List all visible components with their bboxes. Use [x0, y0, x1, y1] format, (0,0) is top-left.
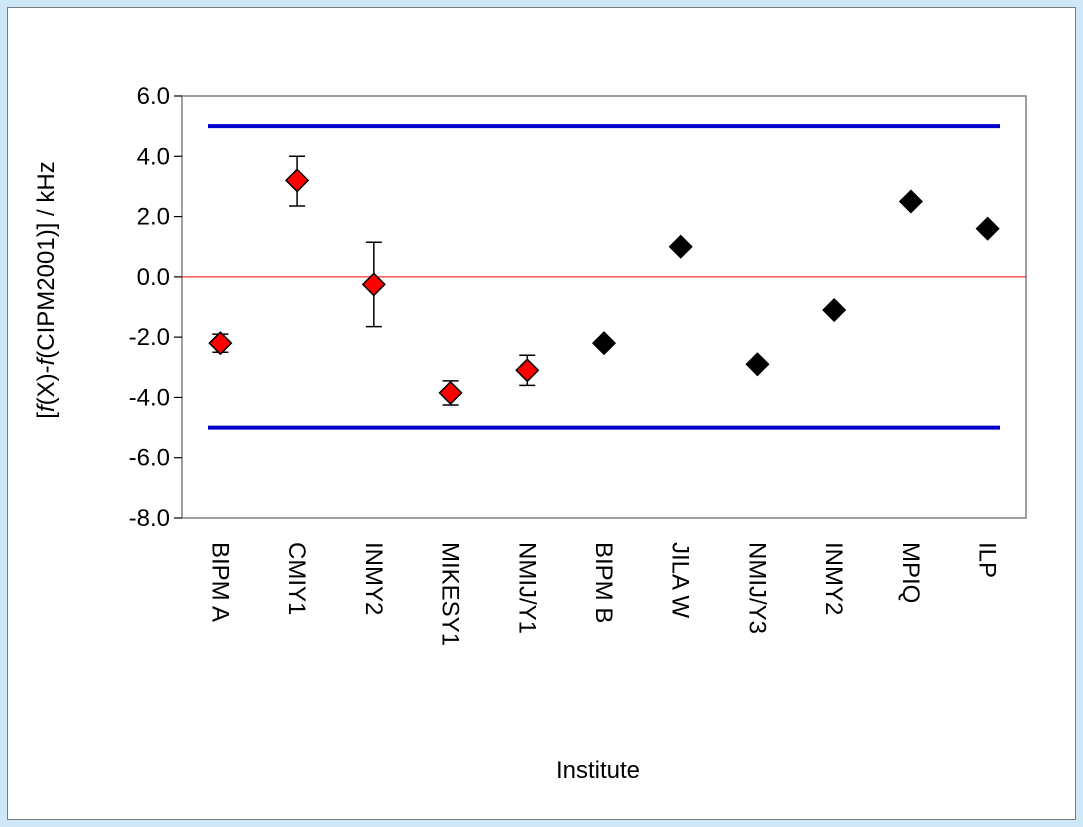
data-point [975, 216, 1000, 241]
category-label: ILP [974, 542, 1001, 578]
data-marks [208, 155, 1000, 406]
y-tick-label: 2.0 [137, 204, 170, 231]
category-label: MIKESY1 [437, 542, 464, 646]
category-label: NMIJ/Y1 [513, 542, 540, 634]
data-point [438, 380, 463, 405]
y-tick-label: 0.0 [137, 264, 170, 291]
y-tick-label: 6.0 [137, 83, 170, 110]
plot-border [181, 95, 1027, 519]
data-point [668, 234, 693, 259]
x-axis-title: Institute [556, 757, 640, 784]
axis-labels: Institute [f(X)-f(CIPM2001)] / kHz 6.04.… [33, 83, 1001, 784]
category-label: JILA W [667, 542, 694, 618]
scatter-chart: Institute [f(X)-f(CIPM2001)] / kHz 6.04.… [33, 83, 1027, 784]
chart-frame: Institute [f(X)-f(CIPM2001)] / kHz 6.0 4.… [7, 7, 1076, 820]
data-point [361, 272, 386, 297]
category-label: INMY2 [360, 542, 387, 615]
category-label: CMIY1 [283, 542, 310, 615]
category-label: BIPM B [590, 542, 617, 623]
data-point [745, 352, 770, 377]
y-tick-label: -2.0 [129, 324, 170, 351]
y-axis-title-f1: f [33, 403, 60, 412]
y-axis-title-open: [ [33, 412, 60, 419]
y-axis-title-f2: f [33, 356, 60, 365]
data-point [285, 168, 310, 193]
data-point [515, 358, 540, 383]
y-tick-label: -8.0 [129, 505, 170, 532]
y-axis-title: [f(X)-f(CIPM2001)] / kHz [33, 161, 60, 418]
data-point [898, 189, 923, 214]
y-tick-label: -6.0 [129, 445, 170, 472]
y-axis-title-close: (CIPM2001)] / kHz [33, 161, 60, 358]
category-label: BIPM A [206, 542, 233, 622]
data-point [208, 331, 233, 356]
y-tick-label: -4.0 [129, 384, 170, 411]
y-tick-label: 4.0 [137, 143, 170, 170]
category-label: INMY2 [820, 542, 847, 615]
category-label: MPIQ [897, 542, 924, 603]
y-axis-title-mid: (X)- [33, 365, 60, 405]
category-label: NMIJ/Y3 [743, 542, 770, 634]
plot-area [174, 95, 1027, 519]
data-point [822, 297, 847, 323]
data-point [591, 331, 617, 356]
